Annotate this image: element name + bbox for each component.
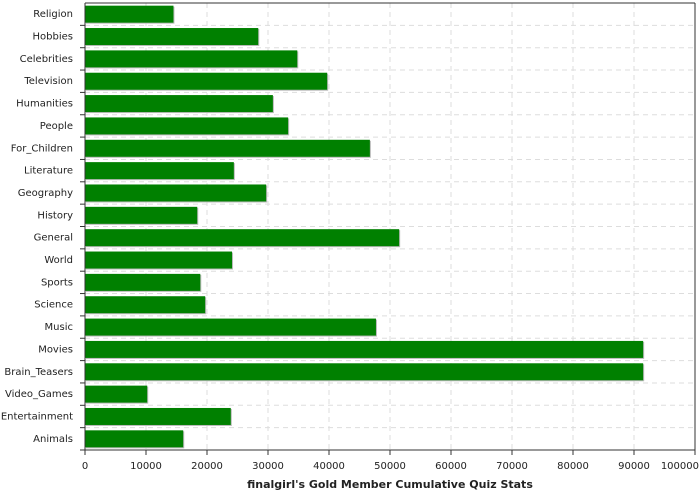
bar bbox=[85, 72, 328, 90]
bar bbox=[85, 251, 233, 269]
bar bbox=[85, 162, 234, 180]
bar bbox=[85, 363, 644, 381]
bar bbox=[85, 184, 267, 202]
y-tick-label: Television bbox=[23, 76, 73, 87]
y-tick-label: Hobbies bbox=[33, 32, 73, 43]
bar bbox=[85, 5, 174, 23]
y-tick-label: Science bbox=[34, 300, 73, 311]
y-tick-label: Celebrities bbox=[20, 54, 73, 65]
x-tick-label: 30000 bbox=[252, 461, 284, 472]
x-tick-label: 60000 bbox=[435, 461, 467, 472]
x-tick-label: 100000 bbox=[661, 461, 699, 472]
x-tick-label: 20000 bbox=[191, 461, 223, 472]
x-tick-label: 50000 bbox=[374, 461, 406, 472]
y-tick-label: Video_Games bbox=[5, 389, 73, 400]
y-tick-label: For_Children bbox=[11, 143, 73, 154]
bar bbox=[85, 139, 370, 157]
y-tick-label: General bbox=[34, 233, 73, 244]
y-tick-label: Animals bbox=[33, 434, 73, 445]
bar bbox=[85, 385, 148, 403]
x-tick-label: 10000 bbox=[130, 461, 162, 472]
y-tick-label: History bbox=[37, 210, 73, 221]
bar bbox=[85, 340, 644, 358]
chart-title: finalgirl's Gold Member Cumulative Quiz … bbox=[247, 478, 533, 491]
bar bbox=[85, 407, 231, 425]
bar bbox=[85, 206, 198, 224]
x-tick-label: 70000 bbox=[496, 461, 528, 472]
y-tick-label: People bbox=[40, 121, 73, 132]
x-tick-label: 90000 bbox=[618, 461, 650, 472]
bar bbox=[85, 273, 201, 291]
y-tick-label: Geography bbox=[18, 188, 73, 199]
bar bbox=[85, 318, 376, 336]
x-tick-label: 40000 bbox=[313, 461, 345, 472]
bar bbox=[85, 296, 206, 314]
bar bbox=[85, 50, 298, 68]
bar bbox=[85, 117, 289, 135]
bar bbox=[85, 229, 400, 247]
y-tick-label: Humanities bbox=[16, 99, 73, 110]
x-tick-label: 0 bbox=[82, 461, 88, 472]
y-tick-label: Movies bbox=[38, 344, 73, 355]
y-tick-label: Music bbox=[45, 322, 73, 333]
y-tick-label: Entertainment bbox=[1, 411, 73, 422]
y-tick-label: Brain_Teasers bbox=[4, 367, 73, 378]
y-tick-label: Religion bbox=[33, 9, 73, 20]
y-tick-label: World bbox=[44, 255, 73, 266]
y-tick-label: Literature bbox=[24, 166, 73, 177]
x-tick-label: 80000 bbox=[557, 461, 589, 472]
bar bbox=[85, 430, 184, 448]
bar bbox=[85, 28, 259, 46]
bar bbox=[85, 95, 273, 113]
y-tick-label: Sports bbox=[41, 277, 73, 288]
